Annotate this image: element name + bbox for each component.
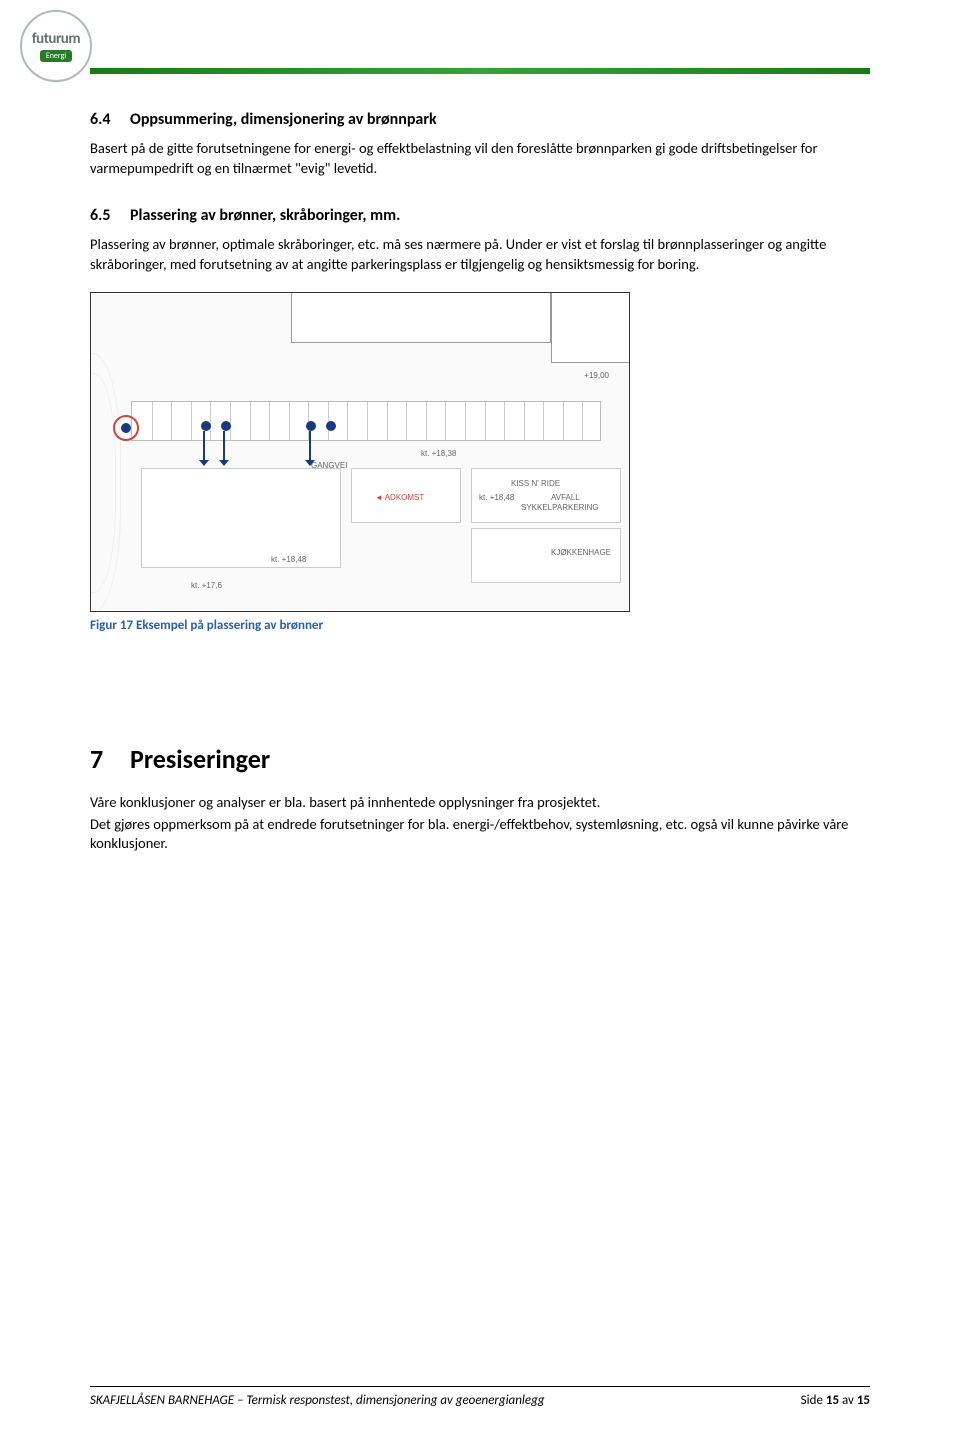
heading-title: Presiseringer xyxy=(130,743,270,775)
label-hage: KJØKKENHAGE xyxy=(551,548,611,557)
logo-brand: futurum xyxy=(32,30,80,48)
logo-subtext: Energi xyxy=(40,50,72,62)
heading-7: 7Presiseringer xyxy=(90,743,870,775)
elev-3: kt. +18,48 xyxy=(479,493,514,502)
heading-number: 7 xyxy=(90,743,130,775)
label-sykkel: SYKKELPARKERING xyxy=(521,503,599,512)
drill-arrow-icon xyxy=(223,431,225,461)
heading-6-4: 6.4Oppsummering, dimensjonering av brønn… xyxy=(90,110,870,129)
footer-title: SKAFJELLÅSEN BARNEHAGE – Termisk respons… xyxy=(90,1393,545,1408)
heading-title: Oppsummering, dimensjonering av brønnpar… xyxy=(130,110,437,129)
body-7-2: Det gjøres oppmerksom på at endrede foru… xyxy=(90,815,870,854)
page-footer: SKAFJELLÅSEN BARNEHAGE – Termisk respons… xyxy=(90,1386,870,1408)
body-6-5: Plassering av brønner, optimale skråbori… xyxy=(90,235,870,274)
elev-2: kt. +18,38 xyxy=(421,449,456,458)
body-6-4: Basert på de gitte forutsetningene for e… xyxy=(90,139,870,178)
label-adkomst: ◄ ADKOMST xyxy=(375,493,424,502)
heading-title: Plassering av brønner, skråboringer, mm. xyxy=(130,206,400,225)
logo: futurum Energi xyxy=(20,10,92,82)
label-kiss: KISS N' RIDE xyxy=(511,479,560,488)
header-bar xyxy=(90,68,870,74)
heading-6-5: 6.5Plassering av brønner, skråboringer, … xyxy=(90,206,870,225)
label-avfall: AVFALL xyxy=(551,493,580,502)
elev-4: kt. +18,48 xyxy=(271,555,306,564)
heading-number: 6.5 xyxy=(90,206,130,225)
drill-arrow-icon xyxy=(309,431,311,461)
elev-1: +19,00 xyxy=(584,371,609,380)
drill-arrow-icon xyxy=(203,431,205,461)
label-gangvei: GANGVEI xyxy=(311,461,347,470)
footer-page: Side 15 av 15 xyxy=(801,1393,870,1408)
heading-number: 6.4 xyxy=(90,110,130,129)
body-7-1: Våre konklusjoner og analyser er bla. ba… xyxy=(90,793,870,813)
figure-caption: Figur 17 Eksempel på plassering av brønn… xyxy=(90,618,870,633)
elev-5: kt. +17,6 xyxy=(191,581,222,590)
site-diagram: GANGVEI ◄ ADKOMST KISS N' RIDE AVFALL SY… xyxy=(90,292,630,612)
